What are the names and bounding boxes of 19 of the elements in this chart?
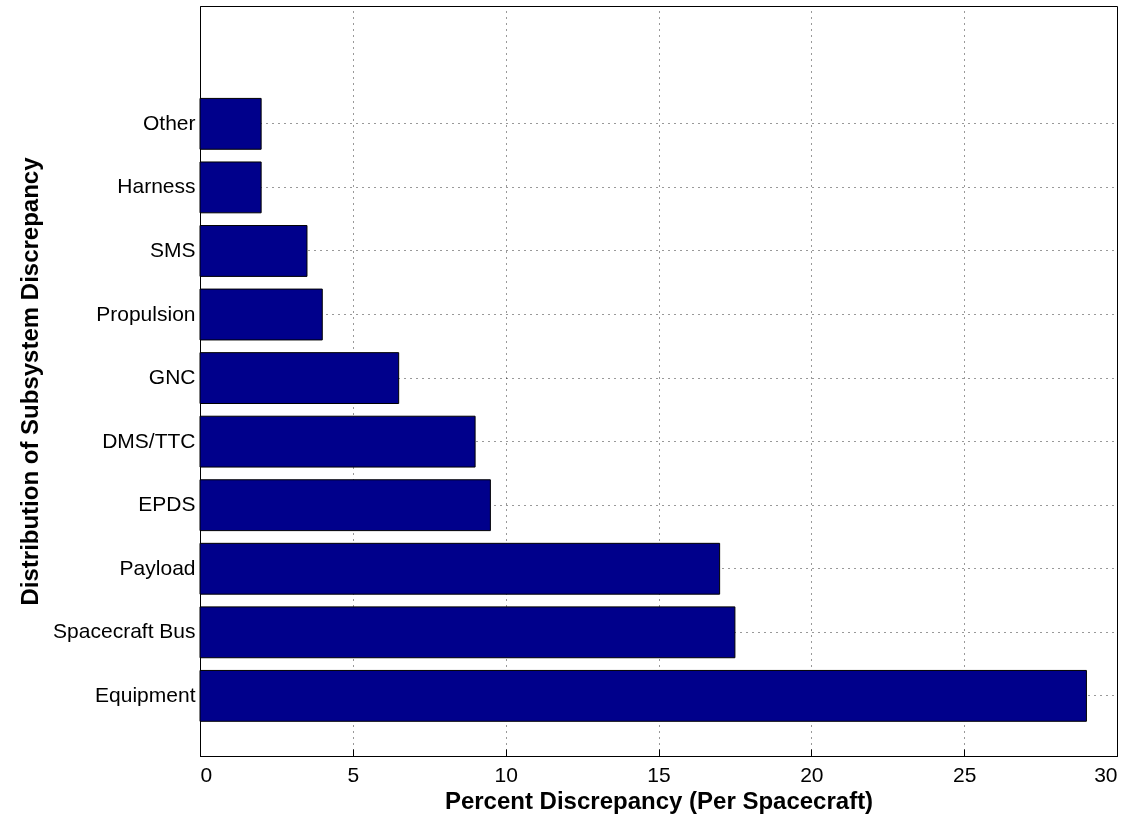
y-tick-label: GNC bbox=[148, 365, 196, 389]
y-tick-label: DMS/TTC bbox=[102, 428, 196, 452]
y-axis-title: Distribution of Subsystem Discrepancy bbox=[16, 156, 44, 606]
y-tick-label: Propulsion bbox=[96, 301, 196, 325]
x-tick-label: 10 bbox=[494, 762, 518, 786]
x-tick-label: 0 bbox=[200, 762, 213, 786]
y-tick-label: Payload bbox=[119, 555, 196, 579]
x-tick-label: 15 bbox=[647, 762, 671, 786]
x-tick-label: 25 bbox=[952, 762, 977, 786]
y-tick-label: Other bbox=[142, 110, 196, 134]
y-tick-label: Equipment bbox=[95, 682, 196, 706]
y-tick-label: SMS bbox=[149, 237, 196, 261]
x-tick-label: 20 bbox=[800, 762, 824, 786]
x-tick-label: 5 bbox=[347, 762, 360, 786]
y-tick-label: EPDS bbox=[138, 492, 196, 516]
y-tick-label: Spacecraft Bus bbox=[53, 619, 196, 643]
x-tick-label: 30 bbox=[1094, 762, 1118, 786]
y-tick-label: Harness bbox=[117, 174, 196, 198]
x-axis-title: Percent Discrepancy (Per Spacecraft) bbox=[444, 786, 874, 814]
